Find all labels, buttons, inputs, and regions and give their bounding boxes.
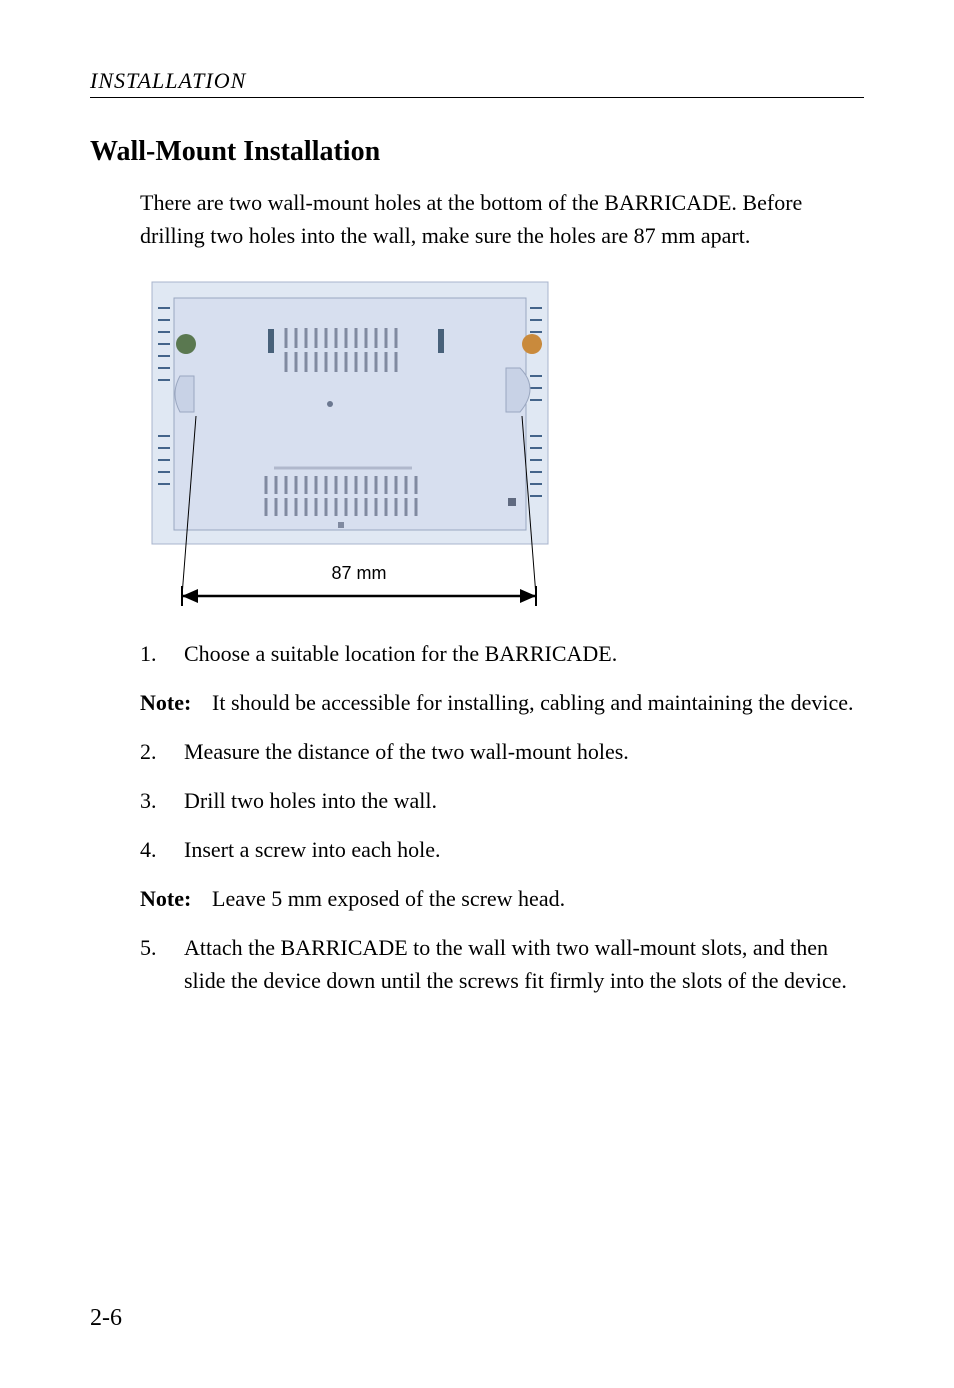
step-text: Measure the distance of the two wall-mou… <box>184 735 864 768</box>
step-4: 4. Insert a screw into each hole. <box>140 833 864 866</box>
step-5: 5. Attach the BARRICADE to the wall with… <box>140 931 864 997</box>
step-3: 3. Drill two holes into the wall. <box>140 784 864 817</box>
note-2: Note: Leave 5 mm exposed of the screw he… <box>140 882 864 915</box>
running-header: INSTALLATION <box>90 68 864 94</box>
note-1: Note: It should be accessible for instal… <box>140 686 864 719</box>
header-rule <box>90 97 864 98</box>
step-text: Insert a screw into each hole. <box>184 833 864 866</box>
note-text: It should be accessible for installing, … <box>212 686 864 719</box>
note-label: Note: <box>140 882 212 915</box>
step-1: 1. Choose a suitable location for the BA… <box>140 637 864 670</box>
step-text: Attach the BARRICADE to the wall with tw… <box>184 931 864 997</box>
step-number: 1. <box>140 637 184 670</box>
step-2: 2. Measure the distance of the two wall-… <box>140 735 864 768</box>
step-text: Drill two holes into the wall. <box>184 784 864 817</box>
page-number: 2-6 <box>90 1305 122 1332</box>
note-label: Note: <box>140 686 212 719</box>
step-number: 4. <box>140 833 184 866</box>
note-text: Leave 5 mm exposed of the screw head. <box>212 882 864 915</box>
dimension-text: 87 mm <box>331 563 386 583</box>
step-number: 3. <box>140 784 184 817</box>
step-number: 2. <box>140 735 184 768</box>
wall-mount-diagram: 87 mm <box>140 276 864 613</box>
section-title: Wall-Mount Installation <box>90 136 864 168</box>
intro-paragraph: There are two wall-mount holes at the bo… <box>140 186 864 252</box>
step-number: 5. <box>140 931 184 997</box>
step-text: Choose a suitable location for the BARRI… <box>184 637 864 670</box>
